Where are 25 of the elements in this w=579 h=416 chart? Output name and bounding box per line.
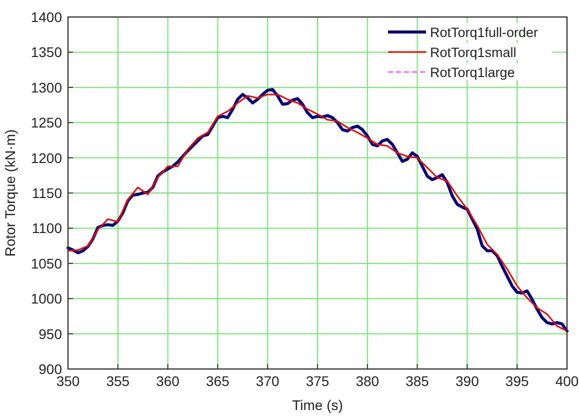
y-tick-label: 1400 [30,9,62,25]
legend-label: RotTorq1full-order [430,25,539,40]
x-tick-label: 365 [206,373,230,389]
x-tick-label: 360 [156,373,180,389]
x-tick-label: 355 [106,373,130,389]
x-axis-title: Time (s) [292,397,343,413]
y-axis-title: Rotor Torque (kN·m) [2,129,18,257]
y-tick-label: 1000 [30,290,62,307]
y-tick-label: 1200 [30,150,62,166]
legend-label: RotTorq1small [430,45,516,60]
x-tick-label: 400 [555,373,579,389]
y-tick-label: 950 [38,326,62,342]
y-tick-label: 1050 [30,255,62,272]
x-tick-label: 390 [456,373,480,389]
y-tick-label: 1150 [32,185,62,201]
y-tick-label: 1350 [30,44,62,60]
x-tick-label: 375 [306,373,330,389]
x-tick-label: 370 [256,373,280,389]
x-tick-label: 395 [505,373,529,389]
y-tick-label: 1250 [30,114,62,131]
legend-label: RotTorq1large [430,65,515,80]
y-tick-label: 1100 [32,220,62,236]
x-tick-label: 385 [406,373,430,389]
y-tick-label: 1300 [30,79,62,96]
x-tick-label: 380 [356,373,380,389]
